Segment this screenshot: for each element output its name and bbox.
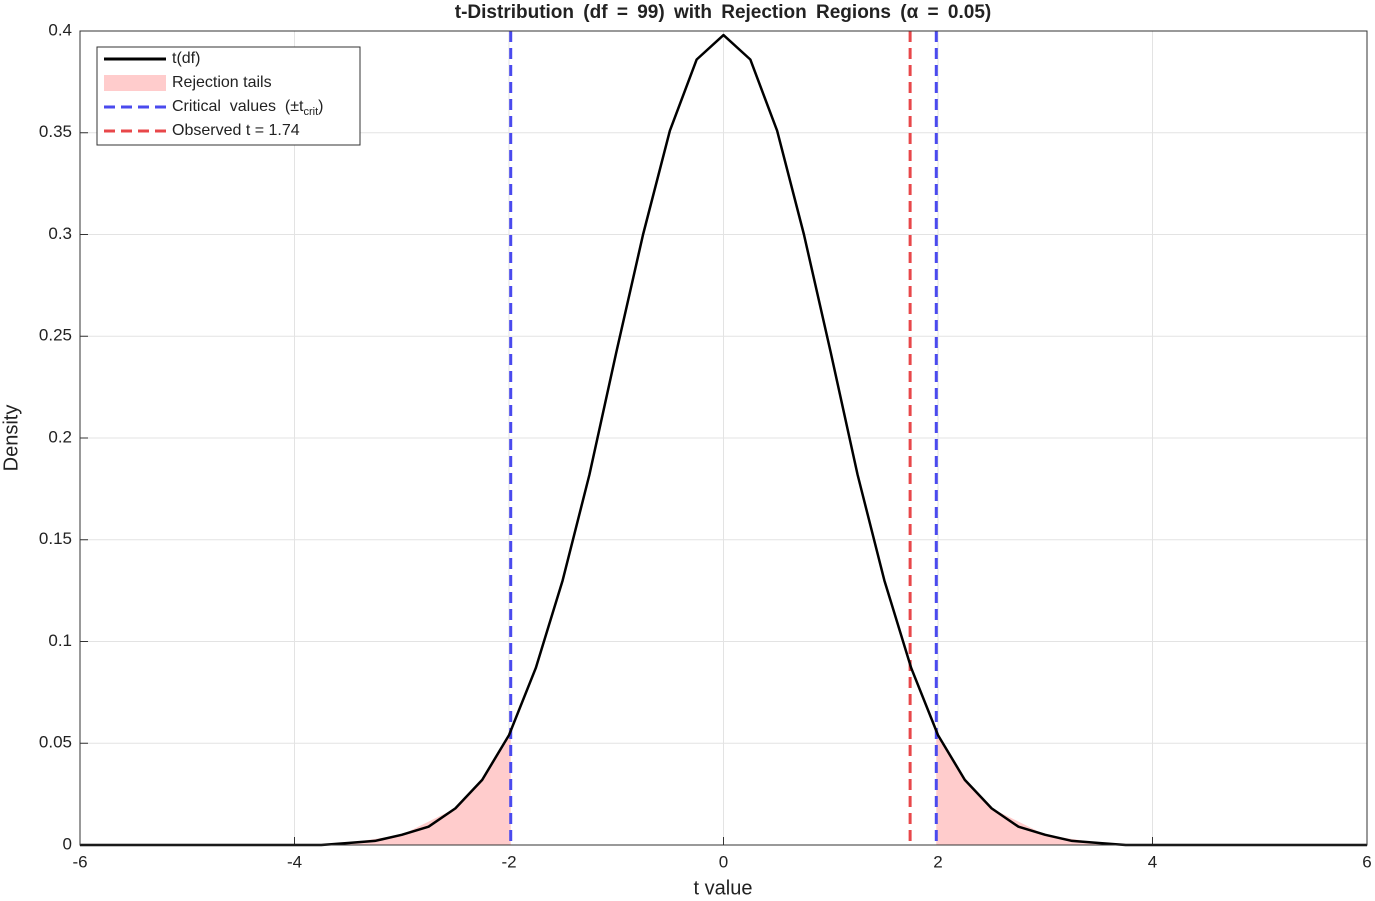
x-tick-label: 2 [933,852,942,871]
x-tick-label: -2 [501,852,516,871]
legend-label: Observed t = 1.74 [172,122,300,139]
x-tick-label: -4 [287,852,302,871]
legend-label-part: ) [318,98,323,115]
legend-label: Rejection tails [172,74,272,91]
chart-title: t-Distribution (df = 99) with Rejection … [455,2,991,23]
legend-swatch [104,75,166,91]
y-tick-label: 0.05 [39,733,72,752]
y-tick-label: 0.25 [39,326,72,345]
plot-frame [79,30,1368,846]
legend-label: Critical values (±tcrit) [172,98,323,118]
y-tick-label: 0.1 [48,631,72,650]
y-tick-label: 0.3 [48,224,72,243]
legend-label: t(df) [172,50,200,67]
x-tick-label: 4 [1148,852,1157,871]
y-tick-label: 0.4 [48,20,72,39]
x-tick-label: 0 [719,852,728,871]
x-axis-label: t value [694,877,753,899]
y-tick-label: 0.15 [39,529,72,548]
y-tick-label: 0.2 [48,427,72,446]
y-axis-label: Density [0,405,22,472]
y-tick-label: 0.35 [39,122,72,141]
legend-box [96,46,361,146]
x-tick-label: 6 [1362,852,1371,871]
legend-label-part: Critical values (±t [172,98,304,115]
x-tick-label: -6 [72,852,87,871]
y-tick-label: 0 [63,834,72,853]
legend-label-part: crit [303,106,318,118]
